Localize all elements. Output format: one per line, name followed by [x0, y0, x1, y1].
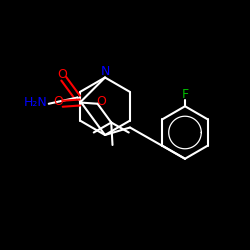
Text: N: N: [100, 65, 110, 78]
Text: O: O: [58, 68, 68, 81]
Text: H₂N: H₂N: [24, 96, 48, 110]
Text: F: F: [182, 88, 189, 102]
Text: O: O: [96, 95, 106, 108]
Text: O: O: [54, 95, 64, 108]
